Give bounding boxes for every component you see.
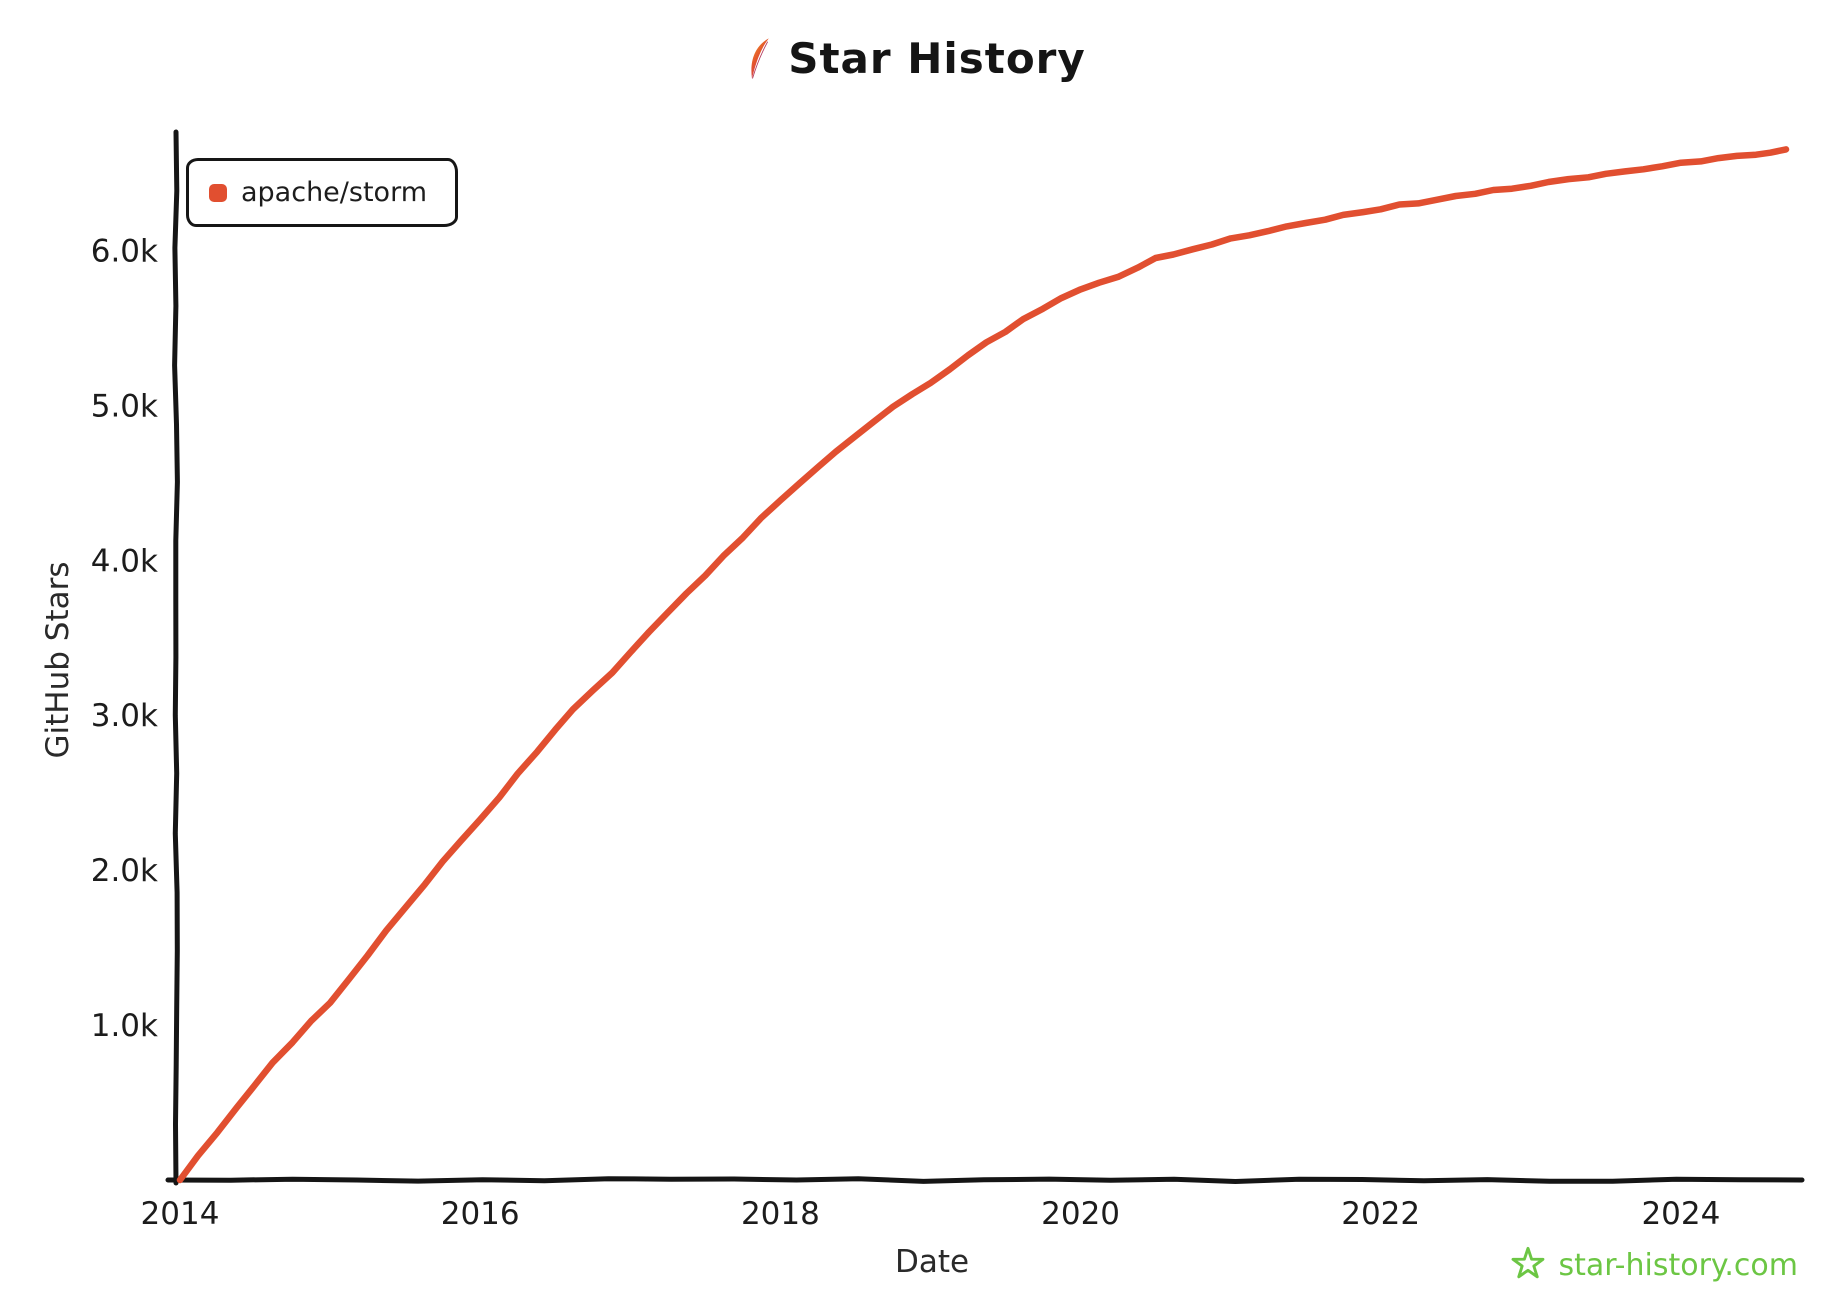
svg-text:4.0k: 4.0k	[91, 543, 158, 579]
watermark: star-history.com	[1510, 1246, 1798, 1284]
svg-text:2024: 2024	[1641, 1196, 1720, 1232]
legend-swatch	[209, 183, 227, 202]
svg-text:2.0k: 2.0k	[91, 853, 158, 889]
feather-icon	[746, 37, 772, 81]
page-title: Star History	[788, 34, 1086, 83]
svg-text:2016: 2016	[441, 1196, 520, 1232]
svg-text:1.0k: 1.0k	[91, 1008, 158, 1044]
svg-text:6.0k: 6.0k	[91, 233, 158, 269]
legend[interactable]: apache/storm	[186, 158, 458, 227]
watermark-text: star-history.com	[1558, 1247, 1798, 1283]
star-icon	[1510, 1246, 1546, 1284]
svg-text:2014: 2014	[141, 1196, 220, 1232]
chart-title-row: Star History	[0, 34, 1832, 83]
svg-text:2020: 2020	[1041, 1196, 1120, 1232]
x-axis-title: Date	[894, 1244, 970, 1280]
y-axis-title: GitHub Stars	[40, 561, 76, 759]
svg-text:2022: 2022	[1341, 1196, 1420, 1232]
svg-text:5.0k: 5.0k	[91, 388, 158, 424]
legend-label: apache/storm	[241, 177, 427, 208]
svg-text:3.0k: 3.0k	[91, 698, 158, 734]
svg-text:2018: 2018	[741, 1196, 820, 1232]
